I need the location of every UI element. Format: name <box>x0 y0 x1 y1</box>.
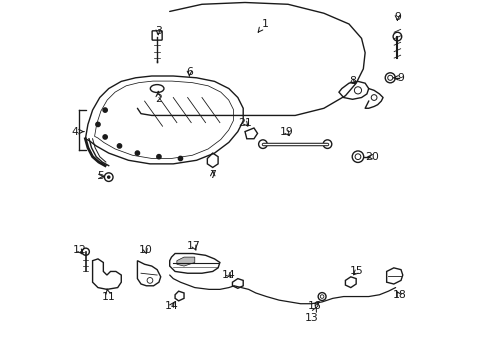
Text: 18: 18 <box>392 291 406 301</box>
Circle shape <box>135 151 140 155</box>
Text: 12: 12 <box>73 245 86 255</box>
Circle shape <box>96 122 100 127</box>
Text: 5: 5 <box>98 171 104 181</box>
Text: 17: 17 <box>187 241 201 251</box>
Text: 21: 21 <box>238 118 252 128</box>
Circle shape <box>117 144 122 148</box>
Text: 6: 6 <box>186 67 193 77</box>
Text: 14: 14 <box>165 301 178 311</box>
Text: 19: 19 <box>279 127 293 136</box>
Circle shape <box>157 154 161 159</box>
Text: 8: 8 <box>349 76 356 86</box>
Circle shape <box>107 175 111 179</box>
Text: 2: 2 <box>155 91 162 104</box>
Text: 13: 13 <box>304 307 318 323</box>
Circle shape <box>178 156 183 161</box>
Text: 20: 20 <box>366 152 379 162</box>
Text: 1: 1 <box>258 19 268 32</box>
Text: 10: 10 <box>138 245 152 255</box>
Polygon shape <box>177 257 195 266</box>
Text: 9: 9 <box>394 73 404 83</box>
Text: 9: 9 <box>394 12 401 22</box>
Text: 7: 7 <box>209 170 216 180</box>
Text: 15: 15 <box>350 266 364 276</box>
Text: 11: 11 <box>102 289 116 302</box>
Circle shape <box>103 135 107 139</box>
Text: 14: 14 <box>222 270 236 280</box>
Text: 3: 3 <box>155 26 162 36</box>
Text: 4: 4 <box>71 127 84 136</box>
Circle shape <box>103 108 107 112</box>
Text: 16: 16 <box>308 301 322 311</box>
